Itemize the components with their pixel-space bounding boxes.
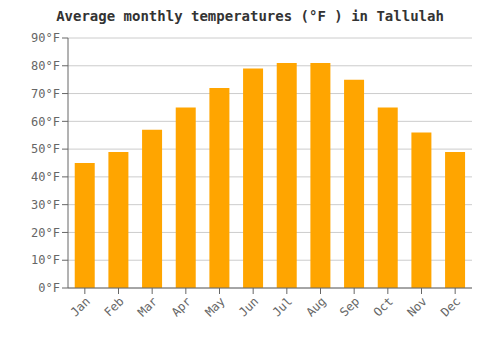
svg-text:Jan: Jan: [68, 294, 93, 319]
html-text:Average monthly temperatures (: Average monthly temperatures (°F ) in Ta…: [56, 8, 444, 24]
svg-text:30°F: 30°F: [31, 198, 60, 212]
svg-text:Nov: Nov: [404, 294, 429, 319]
svg-text:0°F: 0°F: [38, 281, 60, 295]
svg-text:10°F: 10°F: [31, 253, 60, 267]
svg-text:50°F: 50°F: [31, 142, 60, 156]
svg-text:May: May: [202, 294, 227, 319]
svg-text:Mar: Mar: [135, 294, 160, 319]
svg-text:Sep: Sep: [337, 294, 362, 319]
svg-text:Oct: Oct: [371, 294, 396, 319]
svg-text:20°F: 20°F: [31, 226, 60, 240]
svg-text:60°F: 60°F: [31, 115, 60, 129]
svg-text:90°F: 90°F: [31, 31, 60, 45]
svg-text:80°F: 80°F: [31, 59, 60, 73]
svg-text:Aug: Aug: [303, 294, 328, 319]
svg-text:Jun: Jun: [236, 294, 261, 319]
svg-text:Dec: Dec: [438, 294, 463, 319]
svg-text:70°F: 70°F: [31, 87, 60, 101]
svg-text:Feb: Feb: [101, 294, 126, 319]
svg-text:Apr: Apr: [169, 294, 194, 319]
svg-text:40°F: 40°F: [31, 170, 60, 184]
svg-text:Jul: Jul: [270, 294, 295, 319]
